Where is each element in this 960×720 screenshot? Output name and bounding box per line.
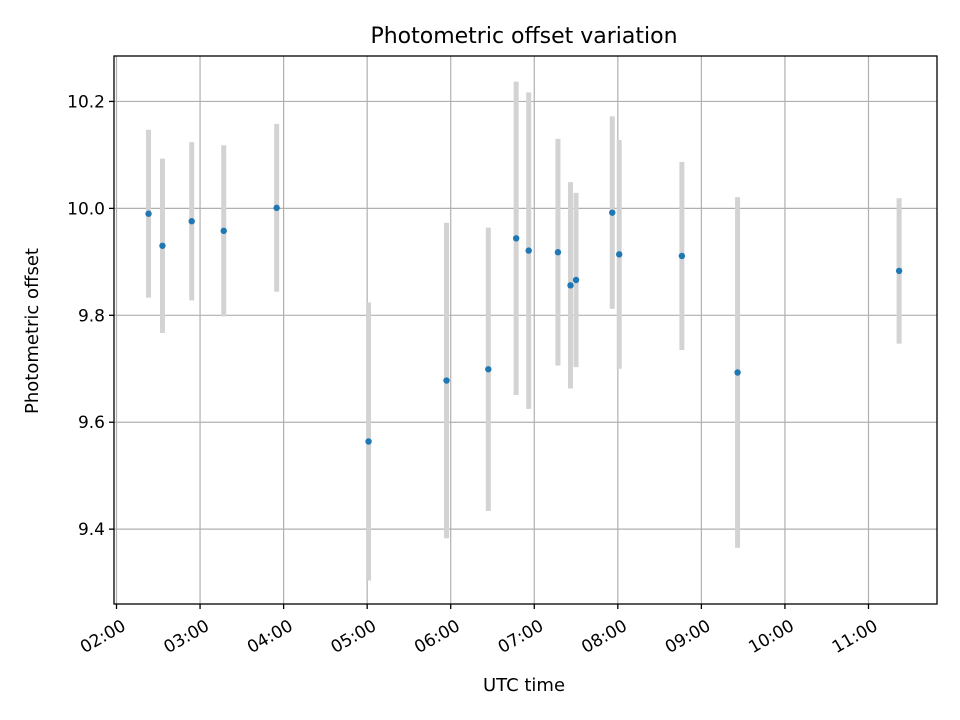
y-tick-label: 10.2 <box>67 92 105 112</box>
chart-title: Photometric offset variation <box>370 24 677 49</box>
y-axis-label: Photometric offset <box>22 248 43 414</box>
data-point <box>895 267 903 275</box>
data-point <box>512 235 520 242</box>
data-point <box>525 247 532 254</box>
data-point <box>159 242 166 249</box>
y-tick-label: 9.6 <box>78 413 105 433</box>
data-point <box>273 204 280 212</box>
data-point <box>616 251 623 258</box>
plot-frame <box>113 55 938 605</box>
data-point <box>609 209 616 216</box>
y-tick-label: 9.4 <box>78 520 105 540</box>
y-tick-label: 9.8 <box>78 306 105 326</box>
data-point <box>678 252 686 260</box>
point-layer <box>145 204 903 445</box>
x-axis-label: UTC time <box>483 675 565 696</box>
y-tick-label: 10.0 <box>67 199 105 219</box>
grid-layer <box>114 56 937 604</box>
data-point <box>572 276 580 284</box>
data-point <box>145 210 152 217</box>
data-point <box>567 282 574 289</box>
data-point <box>188 218 195 225</box>
data-point <box>443 377 450 384</box>
data-point <box>485 366 492 373</box>
data-point <box>554 249 562 256</box>
data-point <box>734 369 741 376</box>
data-point <box>365 438 372 445</box>
data-point <box>220 227 227 235</box>
